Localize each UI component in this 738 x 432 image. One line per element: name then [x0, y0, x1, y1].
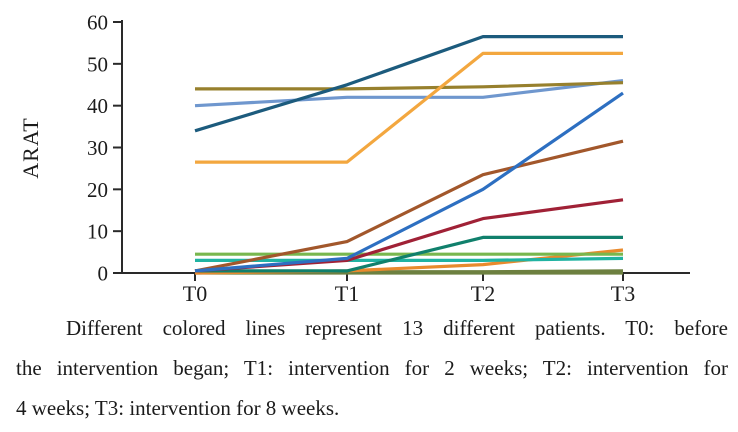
series-patient-01 — [194, 34, 623, 133]
series-patient-10 — [195, 256, 624, 262]
x-tick-label-T1: T1 — [335, 281, 359, 304]
caption-line-2: the intervention began; T1: intervention… — [16, 356, 728, 380]
y-axis-label: ARAT — [18, 117, 43, 178]
x-tick-label-T3: T3 — [611, 281, 635, 304]
series-patient-08 — [195, 235, 623, 273]
caption-line-1: Different colored lines represent 13 dif… — [66, 316, 728, 340]
series-patient-06 — [194, 139, 624, 273]
series-patient-04 — [194, 79, 624, 108]
y-tick-label-0: 0 — [98, 262, 109, 286]
y-tick-label-10: 10 — [87, 220, 108, 244]
y-tick-label-50: 50 — [87, 52, 108, 76]
caption-line-3: 4 weeks; T3: intervention for 8 weeks. — [16, 396, 340, 420]
y-tick-label-20: 20 — [87, 178, 108, 202]
x-tick-label-T2: T2 — [471, 281, 495, 304]
x-tick-label-T0: T0 — [183, 281, 207, 304]
y-tick-label-60: 60 — [87, 11, 108, 35]
figure-caption: Different colored lines represent 13 dif… — [0, 308, 738, 428]
y-tick-label-40: 40 — [87, 94, 108, 118]
series-patient-05 — [194, 91, 624, 273]
series-patient-03 — [195, 81, 624, 91]
series-patient-02 — [195, 51, 623, 164]
y-tick-label-30: 30 — [87, 136, 108, 160]
arat-line-chart: 0 10 20 30 40 50 60 T0 T1 T2 T3 ARAT — [18, 11, 690, 304]
chart-area: 0 10 20 30 40 50 60 T0 T1 T2 T3 ARAT — [18, 11, 690, 304]
